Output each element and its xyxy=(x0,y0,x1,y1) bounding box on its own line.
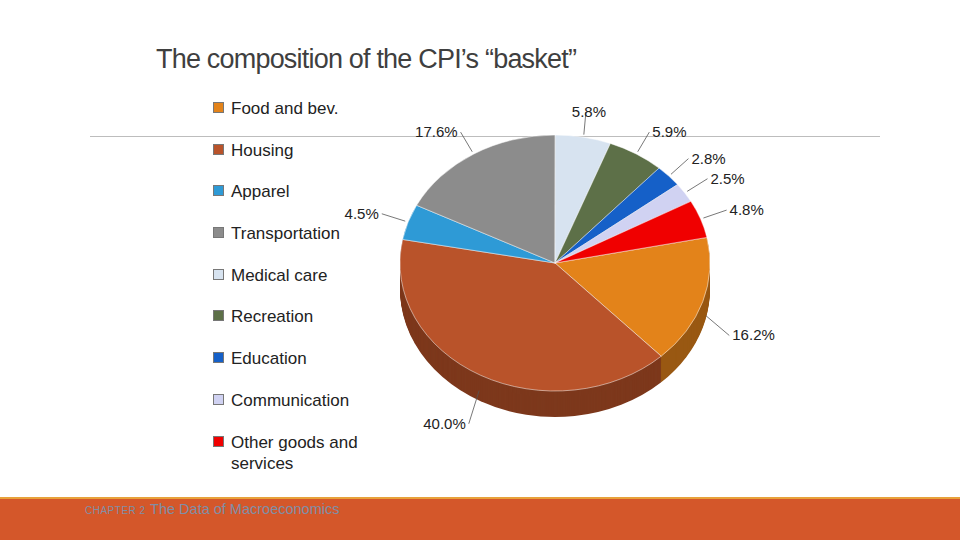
svg-text:4.5%: 4.5% xyxy=(345,205,379,222)
html-text:Other goods and services: Other goods and services xyxy=(231,432,358,473)
html-text:Communication: Communication xyxy=(231,390,350,410)
html-text:Transportation: Transportation xyxy=(231,224,340,244)
svg-text:40.0%: 40.0% xyxy=(423,415,466,432)
svg-text:16.2%: 16.2% xyxy=(732,326,775,343)
html-text:Food and bev.: Food and bev. xyxy=(231,99,339,118)
html-text:Apparel: Apparel xyxy=(231,182,290,202)
html-text:Housing: Housing xyxy=(231,140,294,160)
html-text:CHAPTER 2 The Data of Macroeco: CHAPTER 2 The Data of Macroeconomics xyxy=(85,501,340,517)
html-text:Medical care: Medical care xyxy=(231,265,328,285)
svg-text:2.5%: 2.5% xyxy=(710,170,744,187)
svg-text:5.8%: 5.8% xyxy=(572,103,606,120)
html-text:The composition of the CPI’s “: The composition of the CPI’s “basket” xyxy=(156,44,577,74)
svg-text:17.6%: 17.6% xyxy=(415,123,458,140)
svg-text:4.8%: 4.8% xyxy=(730,201,764,218)
html-text:Education: Education xyxy=(231,349,307,369)
html-text:Recreation: Recreation xyxy=(231,307,314,327)
svg-text:2.8%: 2.8% xyxy=(691,150,725,167)
svg-text:5.9%: 5.9% xyxy=(652,123,686,140)
